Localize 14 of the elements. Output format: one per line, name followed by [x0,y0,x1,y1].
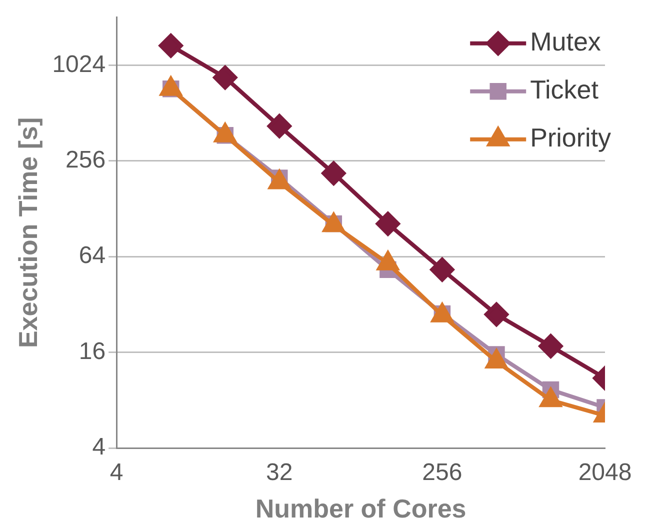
x-tick-label: 4 [110,459,124,486]
x-tick-label: 32 [266,459,293,486]
legend-label: Mutex [530,26,601,57]
x-tick-label: 2048 [578,459,632,486]
y-tick-label: 4 [92,434,106,461]
legend-label: Priority [530,122,612,153]
legend-label: Ticket [530,74,600,105]
x-tick-label: 256 [422,459,462,486]
y-axis-title: Execution Time [s] [12,117,43,348]
y-tick-label: 16 [78,338,106,365]
y-tick-label: 256 [66,146,106,174]
y-tick-label: 64 [78,242,106,270]
x-axis-title: Number of Cores [255,494,466,524]
y-tick-label: 1024 [52,50,106,78]
